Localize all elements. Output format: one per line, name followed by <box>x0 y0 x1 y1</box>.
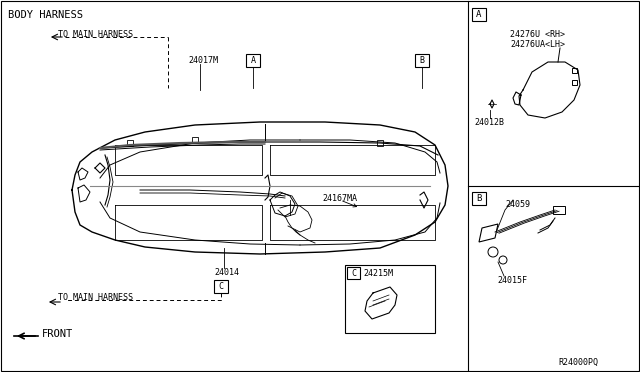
Bar <box>572 68 577 73</box>
Text: 24167MA: 24167MA <box>322 194 357 203</box>
Polygon shape <box>479 224 498 242</box>
Bar <box>214 280 228 293</box>
Circle shape <box>499 256 507 264</box>
Bar <box>472 8 486 21</box>
Text: 24276UA<LH>: 24276UA<LH> <box>510 40 565 49</box>
Text: 24015F: 24015F <box>497 276 527 285</box>
Bar <box>127 140 133 146</box>
Text: TO MAIN HARNESS: TO MAIN HARNESS <box>58 30 133 39</box>
Bar <box>347 267 360 279</box>
Bar <box>472 192 486 205</box>
Text: B: B <box>476 194 482 203</box>
Bar <box>377 140 383 146</box>
Text: A: A <box>476 10 482 19</box>
Text: 24276U <RH>: 24276U <RH> <box>510 30 565 39</box>
Circle shape <box>488 247 498 257</box>
Text: 24014: 24014 <box>214 268 239 277</box>
Text: C: C <box>218 282 223 291</box>
Bar <box>553 206 565 214</box>
Bar <box>415 54 429 67</box>
Text: 24215M: 24215M <box>363 269 393 278</box>
Text: B: B <box>419 56 424 65</box>
Text: BODY HARNESS: BODY HARNESS <box>8 10 83 20</box>
Text: 24059: 24059 <box>505 200 530 209</box>
Text: A: A <box>250 56 255 65</box>
Bar <box>345 265 435 333</box>
Text: 24012B: 24012B <box>474 118 504 127</box>
Text: TO MAIN HARNESS: TO MAIN HARNESS <box>58 293 133 302</box>
Text: R24000PQ: R24000PQ <box>558 358 598 367</box>
Text: FRONT: FRONT <box>42 329 73 339</box>
Text: 24017M: 24017M <box>188 56 218 65</box>
Bar <box>246 54 260 67</box>
Text: C: C <box>351 269 356 278</box>
Bar <box>572 80 577 85</box>
Bar <box>192 137 198 143</box>
